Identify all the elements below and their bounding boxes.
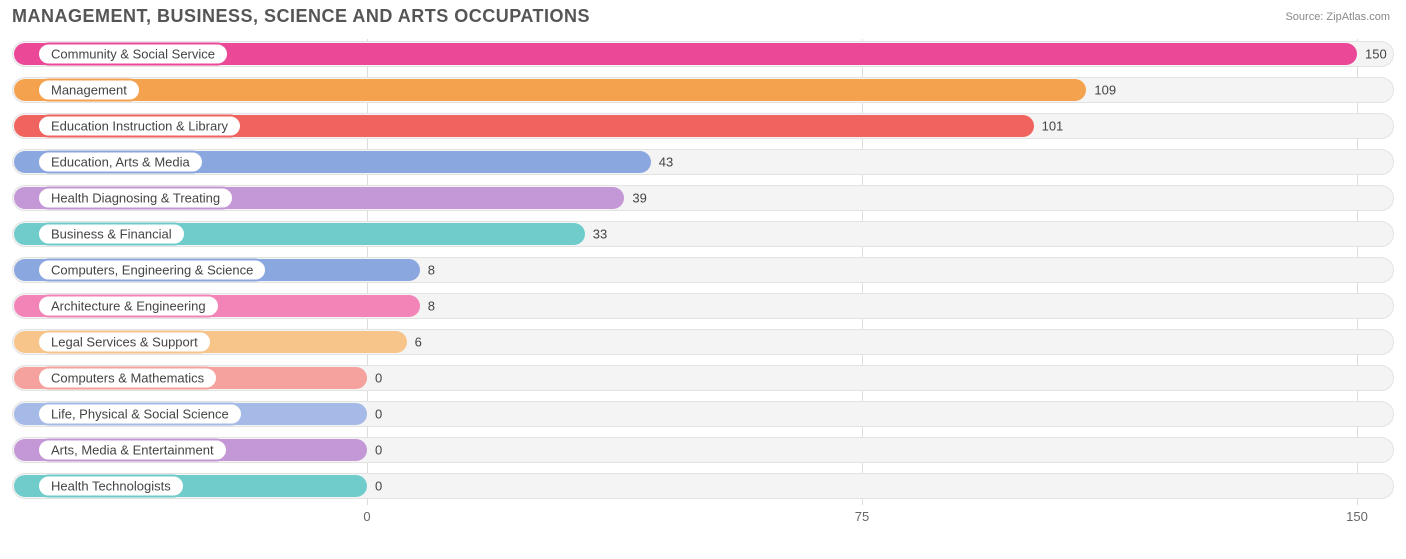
- bar-row: Arts, Media & Entertainment 0: [12, 435, 1394, 465]
- category-pill: Legal Services & Support: [37, 331, 212, 354]
- x-tick: 75: [855, 509, 869, 524]
- value-label: 0: [375, 443, 382, 458]
- value-label: 6: [415, 335, 422, 350]
- value-label: 8: [428, 263, 435, 278]
- value-label: 0: [375, 371, 382, 386]
- bar-row: Education, Arts & Media 43: [12, 147, 1394, 177]
- category-pill: Management: [37, 79, 141, 102]
- category-pill: Education Instruction & Library: [37, 115, 242, 138]
- x-axis: 0 75 150: [12, 509, 1394, 529]
- category-pill: Life, Physical & Social Science: [37, 403, 243, 426]
- value-label: 43: [659, 155, 673, 170]
- bar-row: Community & Social Service 150: [12, 39, 1394, 69]
- bar-fill: [14, 79, 1086, 101]
- bar-row: Legal Services & Support 6: [12, 327, 1394, 357]
- value-label: 39: [632, 191, 646, 206]
- bar-row: Health Technologists 0: [12, 471, 1394, 501]
- category-pill: Arts, Media & Entertainment: [37, 439, 228, 462]
- category-pill: Computers & Mathematics: [37, 367, 218, 390]
- value-label: 101: [1042, 119, 1064, 134]
- bar-row: Management 109: [12, 75, 1394, 105]
- category-pill: Business & Financial: [37, 223, 186, 246]
- bar-row: Business & Financial 33: [12, 219, 1394, 249]
- x-tick: 0: [363, 509, 370, 524]
- value-label: 150: [1365, 47, 1387, 62]
- x-tick: 150: [1346, 509, 1368, 524]
- bar-row: Computers, Engineering & Science 8: [12, 255, 1394, 285]
- chart-source: Source: ZipAtlas.com: [1285, 11, 1390, 23]
- category-pill: Computers, Engineering & Science: [37, 259, 267, 282]
- value-label: 8: [428, 299, 435, 314]
- category-pill: Health Technologists: [37, 475, 185, 498]
- bar-row: Health Diagnosing & Treating 39: [12, 183, 1394, 213]
- value-label: 109: [1094, 83, 1116, 98]
- bar-row: Computers & Mathematics 0: [12, 363, 1394, 393]
- bar-row: Life, Physical & Social Science 0: [12, 399, 1394, 429]
- chart-plot-area: 0 75 150 Community & Social Service 150 Mana…: [12, 39, 1394, 539]
- bar-row: Education Instruction & Library 101: [12, 111, 1394, 141]
- value-label: 0: [375, 479, 382, 494]
- category-pill: Health Diagnosing & Treating: [37, 187, 234, 210]
- chart-title: MANAGEMENT, BUSINESS, SCIENCE AND ARTS O…: [12, 6, 590, 27]
- category-pill: Community & Social Service: [37, 43, 229, 66]
- value-label: 33: [593, 227, 607, 242]
- category-pill: Education, Arts & Media: [37, 151, 204, 174]
- chart-header: MANAGEMENT, BUSINESS, SCIENCE AND ARTS O…: [0, 0, 1406, 31]
- value-label: 0: [375, 407, 382, 422]
- bar-row: Architecture & Engineering 8: [12, 291, 1394, 321]
- category-pill: Architecture & Engineering: [37, 295, 220, 318]
